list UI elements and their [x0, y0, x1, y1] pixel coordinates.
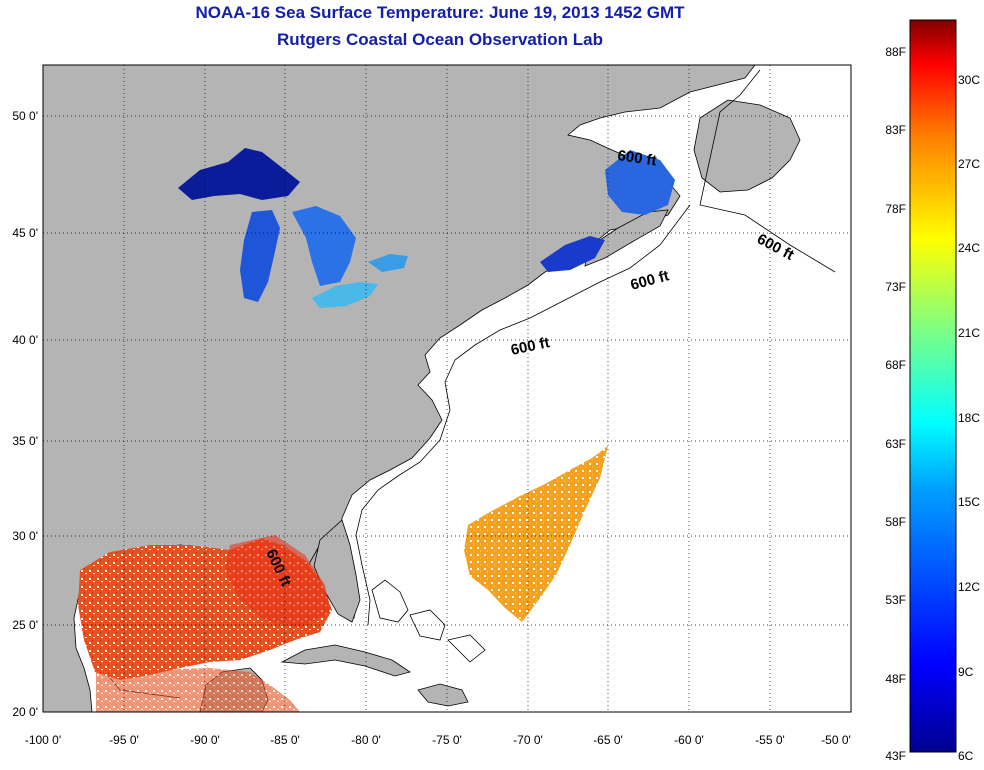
lat-label: 50 0': [12, 109, 38, 123]
hispaniola-land: [417, 683, 469, 707]
lon-label: -75 0': [432, 733, 462, 747]
celsius-label: 27C: [958, 157, 980, 171]
celsius-label: 12C: [958, 580, 980, 594]
colorbar-celsius-labels: 30C 27C 24C 21C 18C 15C 12C 9C 6C: [958, 73, 980, 763]
shelf-contour-line: [355, 69, 836, 626]
fahrenheit-label: 43F: [885, 749, 906, 763]
lon-label: -65 0': [593, 733, 623, 747]
fahrenheit-label: 78F: [885, 202, 906, 216]
celsius-label: 30C: [958, 73, 980, 87]
celsius-label: 18C: [958, 411, 980, 425]
nova-scotia-land: [584, 209, 669, 267]
fahrenheit-label: 88F: [885, 45, 906, 59]
newfoundland-land: [693, 99, 801, 193]
map-frame: [42, 64, 852, 713]
lat-label: 30 0': [12, 529, 38, 543]
lon-label: -80 0': [351, 733, 381, 747]
lon-label: -70 0': [513, 733, 543, 747]
celsius-label: 21C: [958, 326, 980, 340]
lon-label: -100 0': [25, 733, 61, 747]
celsius-label: 9C: [958, 665, 974, 679]
lat-label: 20 0': [12, 705, 38, 719]
celsius-label: 15C: [958, 495, 980, 509]
fahrenheit-label: 53F: [885, 593, 906, 607]
bahamas-contour: [371, 579, 486, 663]
celsius-label: 24C: [958, 241, 980, 255]
lat-label: 35 0': [12, 434, 38, 448]
lat-label: 25 0': [12, 618, 38, 632]
cuba-land: [280, 644, 411, 677]
fahrenheit-label: 83F: [885, 123, 906, 137]
fahrenheit-label: 63F: [885, 437, 906, 451]
gulf-west-sst: [225, 535, 330, 628]
lat-label: 40 0': [12, 333, 38, 347]
lake-superior: [178, 148, 300, 200]
celsius-label: 6C: [958, 749, 974, 763]
map-subtitle: Rutgers Coastal Ocean Observation Lab: [277, 30, 603, 49]
caribbean-sst: [96, 660, 300, 712]
lake-huron: [292, 206, 356, 286]
lon-label: -50 0': [821, 733, 851, 747]
fahrenheit-label: 48F: [885, 672, 906, 686]
lon-label: -60 0': [674, 733, 704, 747]
lon-label: -90 0': [190, 733, 220, 747]
latitude-labels: 50 0' 45 0' 40 0' 35 0' 30 0' 25 0' 20 0…: [12, 109, 38, 719]
gulf-maine-sst: [540, 236, 605, 272]
contour-label: 600 ft: [616, 147, 657, 169]
lake-michigan: [240, 210, 280, 302]
atlantic-sst-patch: [464, 446, 608, 622]
temperature-colorbar: [909, 19, 957, 753]
longitude-labels: -100 0' -95 0' -90 0' -85 0' -80 0' -75 …: [25, 733, 851, 747]
gulf-st-lawrence-sst: [605, 150, 675, 215]
lon-label: -85 0': [270, 733, 300, 747]
fahrenheit-label: 73F: [885, 280, 906, 294]
lake-erie: [312, 282, 378, 308]
fahrenheit-label: 68F: [885, 358, 906, 372]
map-grid: [43, 65, 851, 712]
colorbar-fahrenheit-labels: 88F 83F 78F 73F 68F 63F 58F 53F 48F 43F: [885, 45, 906, 763]
lon-label: -55 0': [755, 733, 785, 747]
fahrenheit-label: 58F: [885, 515, 906, 529]
lon-label: -95 0': [109, 733, 139, 747]
lake-ontario: [368, 254, 408, 272]
map-title: NOAA-16 Sea Surface Temperature: June 19…: [195, 3, 685, 22]
lat-label: 45 0': [12, 226, 38, 240]
